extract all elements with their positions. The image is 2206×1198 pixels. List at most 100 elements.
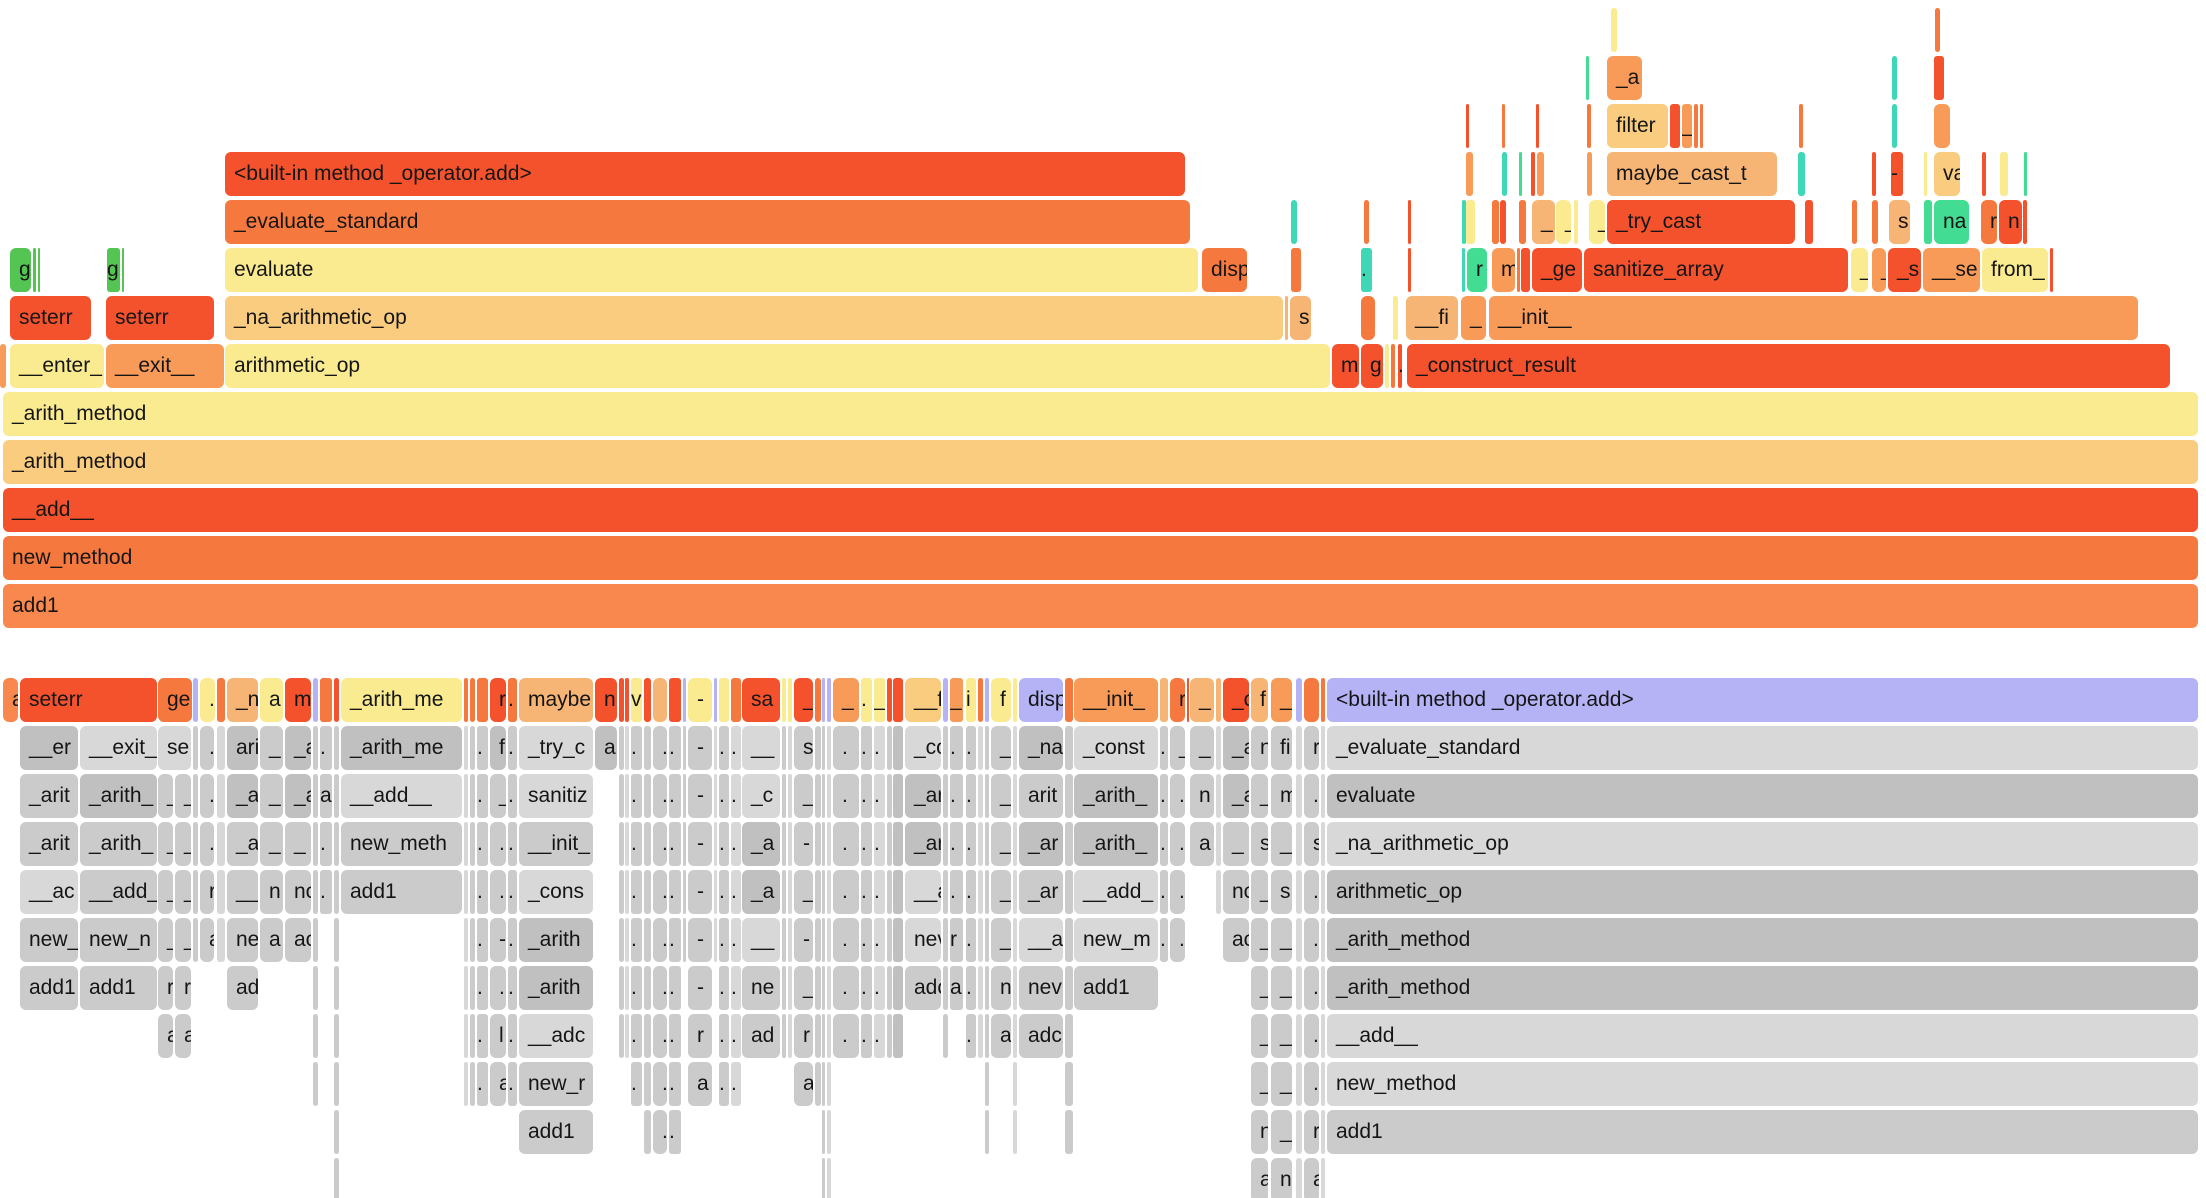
flame-frame[interactable] <box>683 918 686 962</box>
flame-frame[interactable]: _ <box>1251 1014 1268 1058</box>
flame-frame[interactable] <box>33 248 36 292</box>
flame-frame[interactable] <box>1013 726 1017 770</box>
flame-frame[interactable]: . <box>653 966 667 1010</box>
flame-frame[interactable] <box>313 726 318 770</box>
flame-frame[interactable] <box>943 726 948 770</box>
flame-frame[interactable]: . <box>477 918 488 962</box>
flame-frame[interactable] <box>893 822 903 866</box>
flame-frame[interactable]: na <box>1934 200 1969 244</box>
flame-frame[interactable]: add1 <box>80 966 157 1010</box>
flame-frame[interactable] <box>1502 104 1505 148</box>
flame-frame[interactable]: . <box>477 1062 488 1106</box>
flame-frame[interactable] <box>822 870 825 914</box>
flame-frame[interactable] <box>619 1014 624 1058</box>
flame-frame[interactable] <box>827 678 831 722</box>
flame-frame[interactable] <box>943 822 948 866</box>
flame-frame[interactable]: new_n <box>80 918 157 962</box>
flame-frame[interactable] <box>1065 918 1073 962</box>
flame-frame[interactable] <box>893 918 903 962</box>
flame-frame[interactable]: . <box>1170 774 1185 818</box>
flame-frame[interactable] <box>978 966 983 1010</box>
flame-frame[interactable] <box>334 822 339 866</box>
flame-frame[interactable]: _ <box>1271 1110 1292 1154</box>
flame-frame[interactable] <box>334 1158 339 1198</box>
flame-frame[interactable]: . <box>490 870 506 914</box>
flame-frame[interactable]: a <box>991 1014 1011 1058</box>
flame-frame[interactable] <box>815 726 821 770</box>
flame-frame[interactable]: r <box>1981 200 1997 244</box>
flame-frame[interactable]: _arith_ <box>1074 774 1158 818</box>
flame-frame[interactable] <box>334 1110 339 1154</box>
flame-frame[interactable]: sanitize_array <box>1584 248 1848 292</box>
flame-frame[interactable]: . <box>731 1062 741 1106</box>
flame-frame[interactable]: add1 <box>1327 1110 2198 1154</box>
flame-frame[interactable] <box>1670 104 1680 148</box>
flame-frame[interactable] <box>887 678 892 722</box>
flame-frame[interactable] <box>477 678 488 722</box>
flame-frame[interactable]: from_ <box>1982 248 2048 292</box>
flame-frame[interactable]: nev <box>1019 966 1063 1010</box>
flame-frame[interactable] <box>0 344 6 388</box>
flame-frame[interactable]: n <box>1251 726 1268 770</box>
flame-frame[interactable] <box>1385 344 1389 388</box>
flame-frame[interactable]: . <box>966 822 976 866</box>
flame-frame[interactable] <box>1934 56 1944 100</box>
flame-frame[interactable] <box>470 918 475 962</box>
flame-frame[interactable]: __add_ <box>1074 870 1158 914</box>
flame-frame[interactable]: . <box>200 678 215 722</box>
flame-frame[interactable] <box>1321 1014 1325 1058</box>
flame-frame[interactable] <box>782 1014 786 1058</box>
flame-frame[interactable]: _ <box>874 678 885 722</box>
flame-frame[interactable] <box>334 918 339 962</box>
flame-frame[interactable]: . <box>731 1014 741 1058</box>
flame-frame[interactable] <box>782 822 786 866</box>
flame-frame[interactable] <box>1466 152 1473 196</box>
flame-frame[interactable] <box>815 1014 821 1058</box>
flame-frame[interactable] <box>1892 56 1897 100</box>
flame-frame[interactable] <box>943 966 948 1010</box>
flame-frame[interactable] <box>815 678 821 722</box>
flame-frame[interactable]: _ <box>158 918 173 962</box>
flame-frame[interactable] <box>985 870 989 914</box>
flame-frame[interactable] <box>1013 1014 1017 1058</box>
flame-frame[interactable] <box>644 1062 651 1106</box>
flame-frame[interactable] <box>619 678 624 722</box>
flame-frame[interactable]: . <box>508 966 517 1010</box>
flame-frame[interactable] <box>822 726 825 770</box>
flame-frame[interactable]: _ <box>1190 726 1214 770</box>
flame-frame[interactable]: _ <box>794 678 813 722</box>
flame-frame[interactable] <box>782 678 786 722</box>
flame-frame[interactable]: . <box>833 774 859 818</box>
flame-frame[interactable] <box>320 678 332 722</box>
flame-frame[interactable] <box>1065 1014 1073 1058</box>
flame-frame[interactable]: . <box>631 870 642 914</box>
flame-frame[interactable] <box>1065 870 1073 914</box>
flame-frame[interactable]: m <box>1492 248 1515 292</box>
flame-frame[interactable] <box>1586 56 1589 100</box>
flame-frame[interactable]: _ <box>1271 1014 1292 1058</box>
flame-frame[interactable]: s <box>1290 296 1311 340</box>
flame-frame[interactable]: . <box>874 918 885 962</box>
flame-frame[interactable]: . <box>1170 822 1185 866</box>
flame-frame[interactable]: r <box>1170 678 1185 722</box>
flame-frame[interactable]: _ <box>1682 104 1692 148</box>
flame-frame[interactable]: - <box>1891 152 1903 196</box>
flame-frame[interactable] <box>2000 152 2008 196</box>
flame-frame[interactable] <box>943 1014 948 1058</box>
flame-frame[interactable]: _construct_result <box>1407 344 2170 388</box>
flame-frame[interactable] <box>815 1062 821 1106</box>
flame-frame[interactable]: . <box>320 822 332 866</box>
flame-frame[interactable] <box>1892 104 1897 148</box>
flame-frame[interactable] <box>887 870 892 914</box>
flame-frame[interactable] <box>1408 200 1411 244</box>
flame-frame[interactable] <box>1364 200 1369 244</box>
flame-frame[interactable]: __ <box>742 918 780 962</box>
flame-frame[interactable] <box>193 726 198 770</box>
flame-frame[interactable]: arithmetic_op <box>1327 870 2198 914</box>
flame-frame[interactable]: _ar <box>1019 870 1063 914</box>
flame-frame[interactable] <box>978 870 983 914</box>
flame-frame[interactable] <box>1574 200 1578 244</box>
flame-frame[interactable]: n <box>260 870 283 914</box>
flame-frame[interactable]: __exit__ <box>106 344 224 388</box>
flame-frame[interactable]: . <box>200 726 214 770</box>
